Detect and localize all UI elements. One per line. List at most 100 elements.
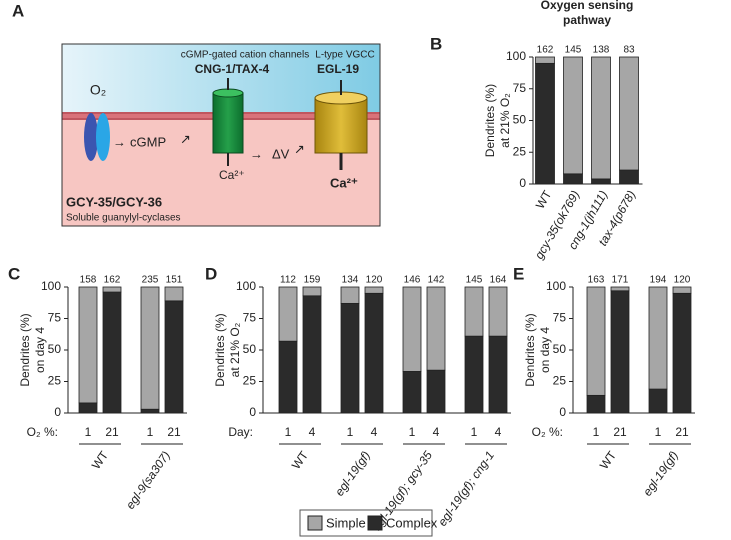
bar-segment bbox=[140, 408, 160, 414]
y-axis-label: Dendrites (%) bbox=[18, 313, 32, 386]
x-tick-label: 21 bbox=[613, 425, 627, 439]
count-label: 145 bbox=[466, 275, 483, 286]
bar-segment bbox=[302, 286, 322, 297]
bar-segment bbox=[278, 340, 298, 414]
x-tick-label: 21 bbox=[167, 425, 181, 439]
group-label: WT bbox=[597, 448, 620, 472]
label: → bbox=[113, 134, 126, 149]
cyclase-subunit bbox=[84, 113, 98, 161]
bar-segment bbox=[164, 300, 184, 414]
y-tick-label: 0 bbox=[54, 405, 61, 419]
bar-segment bbox=[340, 302, 360, 414]
legend-box bbox=[299, 509, 433, 537]
x-prefix: O₂ %: bbox=[532, 425, 563, 439]
count-label: 163 bbox=[588, 275, 605, 286]
label: ΔV bbox=[272, 146, 290, 161]
group-label: WT bbox=[89, 448, 112, 472]
y-tick-label: 25 bbox=[48, 374, 62, 388]
bar-segment bbox=[591, 178, 611, 185]
y-tick-label: 75 bbox=[243, 311, 257, 325]
y-tick-label: 25 bbox=[243, 374, 257, 388]
x-tick-label: 4 bbox=[371, 425, 378, 439]
label: GCY-35/GCY-36 bbox=[66, 194, 162, 209]
y-tick-label: 100 bbox=[506, 49, 526, 63]
bar-segment bbox=[488, 335, 508, 414]
bar-segment bbox=[610, 290, 630, 414]
bar-segment bbox=[672, 292, 692, 414]
y-tick-label: 25 bbox=[513, 144, 527, 158]
count-label: 235 bbox=[142, 275, 159, 286]
bar-segment bbox=[426, 286, 446, 371]
label: Soluble guanylyl-cyclases bbox=[66, 213, 181, 224]
bar-segment bbox=[488, 286, 508, 337]
x-prefix: O₂ %: bbox=[27, 425, 58, 439]
label: cGMP-gated cation channels bbox=[181, 50, 309, 61]
count-label: 146 bbox=[404, 275, 421, 286]
bar-segment bbox=[78, 402, 98, 414]
bar-segment bbox=[672, 286, 692, 294]
x-tick-label: 1 bbox=[85, 425, 92, 439]
bar-segment bbox=[619, 56, 639, 171]
bar-segment bbox=[78, 286, 98, 404]
y-axis-label: Dendrites (%) bbox=[213, 313, 227, 386]
panel-letter: E bbox=[513, 264, 524, 283]
channel bbox=[212, 92, 244, 154]
y-tick-label: 0 bbox=[519, 176, 526, 190]
bar-segment bbox=[102, 286, 122, 293]
y-tick-label: 0 bbox=[559, 405, 566, 419]
count-label: 158 bbox=[80, 275, 97, 286]
x-tick-label: 1 bbox=[147, 425, 154, 439]
label: cGMP bbox=[130, 134, 166, 149]
bar-segment bbox=[563, 173, 583, 185]
x-tick-label: WT bbox=[533, 188, 555, 212]
bar-segment bbox=[464, 335, 484, 414]
bar-segment bbox=[402, 286, 422, 372]
x-tick-label: 4 bbox=[309, 425, 316, 439]
count-label: 120 bbox=[674, 275, 691, 286]
y-axis-label: on day 4 bbox=[538, 327, 552, 373]
bar-segment bbox=[591, 56, 611, 180]
y-tick-label: 100 bbox=[41, 279, 61, 293]
x-tick-label: 1 bbox=[593, 425, 600, 439]
y-tick-label: 100 bbox=[236, 279, 256, 293]
bar-segment bbox=[648, 286, 668, 390]
bar-segment bbox=[340, 286, 360, 304]
legend-label: Simple bbox=[326, 515, 366, 530]
label: Ca²⁺ bbox=[330, 175, 358, 190]
label: → bbox=[250, 146, 263, 161]
bar-segment bbox=[535, 62, 555, 185]
bar-segment bbox=[402, 371, 422, 414]
y-axis-label: at 21% O₂ bbox=[498, 93, 512, 148]
bar-segment bbox=[586, 286, 606, 396]
x-tick-label: 21 bbox=[105, 425, 119, 439]
count-label: 142 bbox=[428, 275, 445, 286]
group-label: egl-19(gf); cng-1 bbox=[435, 449, 497, 529]
x-tick-label: 1 bbox=[409, 425, 416, 439]
label: O₂ bbox=[90, 82, 106, 98]
y-tick-label: 100 bbox=[546, 279, 566, 293]
bar-segment bbox=[302, 295, 322, 414]
y-tick-label: 50 bbox=[243, 342, 257, 356]
y-tick-label: 50 bbox=[513, 113, 527, 127]
bar-segment bbox=[102, 291, 122, 414]
group-label: egl-9(sa307) bbox=[123, 449, 173, 512]
bar-segment bbox=[140, 286, 160, 410]
bar-segment bbox=[164, 286, 184, 302]
bar-segment bbox=[464, 286, 484, 337]
bar-segment bbox=[563, 56, 583, 175]
count-label: 194 bbox=[650, 275, 667, 286]
x-tick-label: 1 bbox=[285, 425, 292, 439]
group-label: egl-19(gf) bbox=[640, 449, 681, 499]
x-tick-label: 1 bbox=[347, 425, 354, 439]
y-tick-label: 75 bbox=[48, 311, 62, 325]
bar-segment bbox=[364, 286, 384, 294]
label: EGL-19 bbox=[317, 62, 359, 76]
x-tick-label: 4 bbox=[495, 425, 502, 439]
count-label: 151 bbox=[166, 275, 183, 286]
x-tick-label: 1 bbox=[471, 425, 478, 439]
panel-letter: D bbox=[205, 264, 217, 283]
group-label: egl-19(gf) bbox=[332, 449, 373, 499]
count-label: 134 bbox=[342, 275, 359, 286]
y-tick-label: 50 bbox=[48, 342, 62, 356]
